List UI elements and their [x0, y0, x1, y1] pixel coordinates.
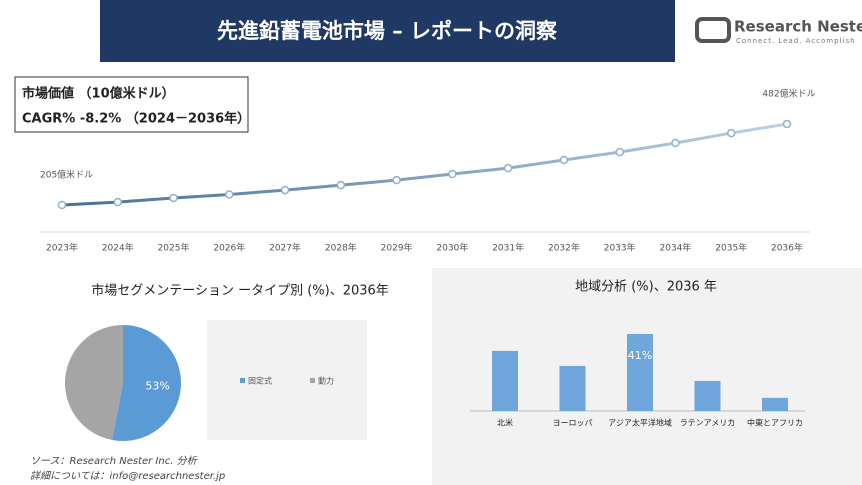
legend-swatch: [240, 378, 245, 383]
x-tick-label: 2036年: [771, 242, 803, 254]
x-tick-label: 2027年: [269, 242, 301, 254]
footer-source: ソース：Research Nester Inc. 分析: [30, 455, 198, 467]
legend-label: 固定式: [248, 376, 272, 386]
x-tick-label: 2034年: [660, 242, 692, 254]
point: [615, 147, 624, 157]
header-title: 先進鉛蓄電池市場 – レポートの洞察: [217, 19, 558, 43]
point: [392, 175, 401, 185]
point: [57, 200, 67, 210]
x-tick-label: 2023年: [46, 242, 78, 254]
x-tick-label: ラテンアメリカ: [680, 419, 736, 428]
bar: [627, 334, 653, 411]
x-tick-label: 北米: [497, 418, 513, 428]
x-tick-label: 2025年: [158, 242, 190, 254]
logo-name: Research Nester: [734, 18, 862, 36]
point: [782, 119, 792, 129]
point: [169, 193, 178, 203]
logo-tagline: Connect. Lead. Accomplish: [736, 37, 856, 45]
data-label: 205億米ドル: [40, 169, 93, 181]
data-label: 53%: [145, 379, 169, 392]
bar: [492, 350, 518, 411]
point: [336, 180, 346, 190]
bar: [694, 380, 721, 411]
chart-title: 地域分析 (%)、2036 年: [575, 280, 717, 295]
bar: [559, 365, 586, 411]
point: [559, 155, 569, 165]
header-banner: [100, 0, 675, 62]
x-tick-label: 2024年: [102, 242, 134, 254]
data-label: 482億米ドル: [762, 88, 815, 100]
market-cagr: CAGR% -8.2% （2024－2036年）: [22, 111, 250, 127]
x-tick-label: 2028年: [325, 242, 357, 254]
footer-contact: 詳細については：info@researchnester.jp: [30, 470, 225, 482]
market-value: 市場価値 （10億米ドル）: [22, 86, 175, 102]
x-tick-label: アジア太平洋地域: [608, 418, 672, 428]
x-tick-label: 2033年: [604, 242, 636, 254]
point: [113, 197, 123, 207]
x-tick-label: 2032年: [548, 242, 580, 254]
x-tick-label: 2035年: [715, 242, 747, 254]
pie-slice: [112, 324, 182, 441]
logo: Research Nester Connect. Lead. Accomplis…: [695, 17, 862, 45]
data-label: 41%: [628, 349, 652, 362]
bar: [762, 397, 788, 411]
logo-icon: [695, 17, 731, 43]
x-tick-label: 2031年: [492, 242, 524, 254]
line: [61, 122, 788, 207]
x-tick-label: ヨーロッパ: [553, 419, 593, 428]
point: [225, 190, 234, 199]
x-tick-label: 2029年: [381, 242, 413, 254]
point: [280, 185, 290, 195]
pie-legend-box: [207, 320, 367, 440]
point: [671, 138, 680, 148]
x-tick-label: 2026年: [213, 242, 245, 254]
point: [503, 163, 513, 173]
point: [726, 128, 736, 138]
market-box: [14, 76, 249, 133]
chart-title: 市場セグメンテーション ータイプ別 (%)、2036年: [91, 283, 389, 299]
pie-slice: [65, 325, 123, 440]
legend-label: 動力: [318, 376, 334, 386]
legend-swatch: [310, 378, 315, 383]
point: [448, 169, 457, 179]
x-tick-label: 2030年: [436, 242, 468, 254]
x-tick-label: 中東とアフリカ: [747, 418, 803, 428]
